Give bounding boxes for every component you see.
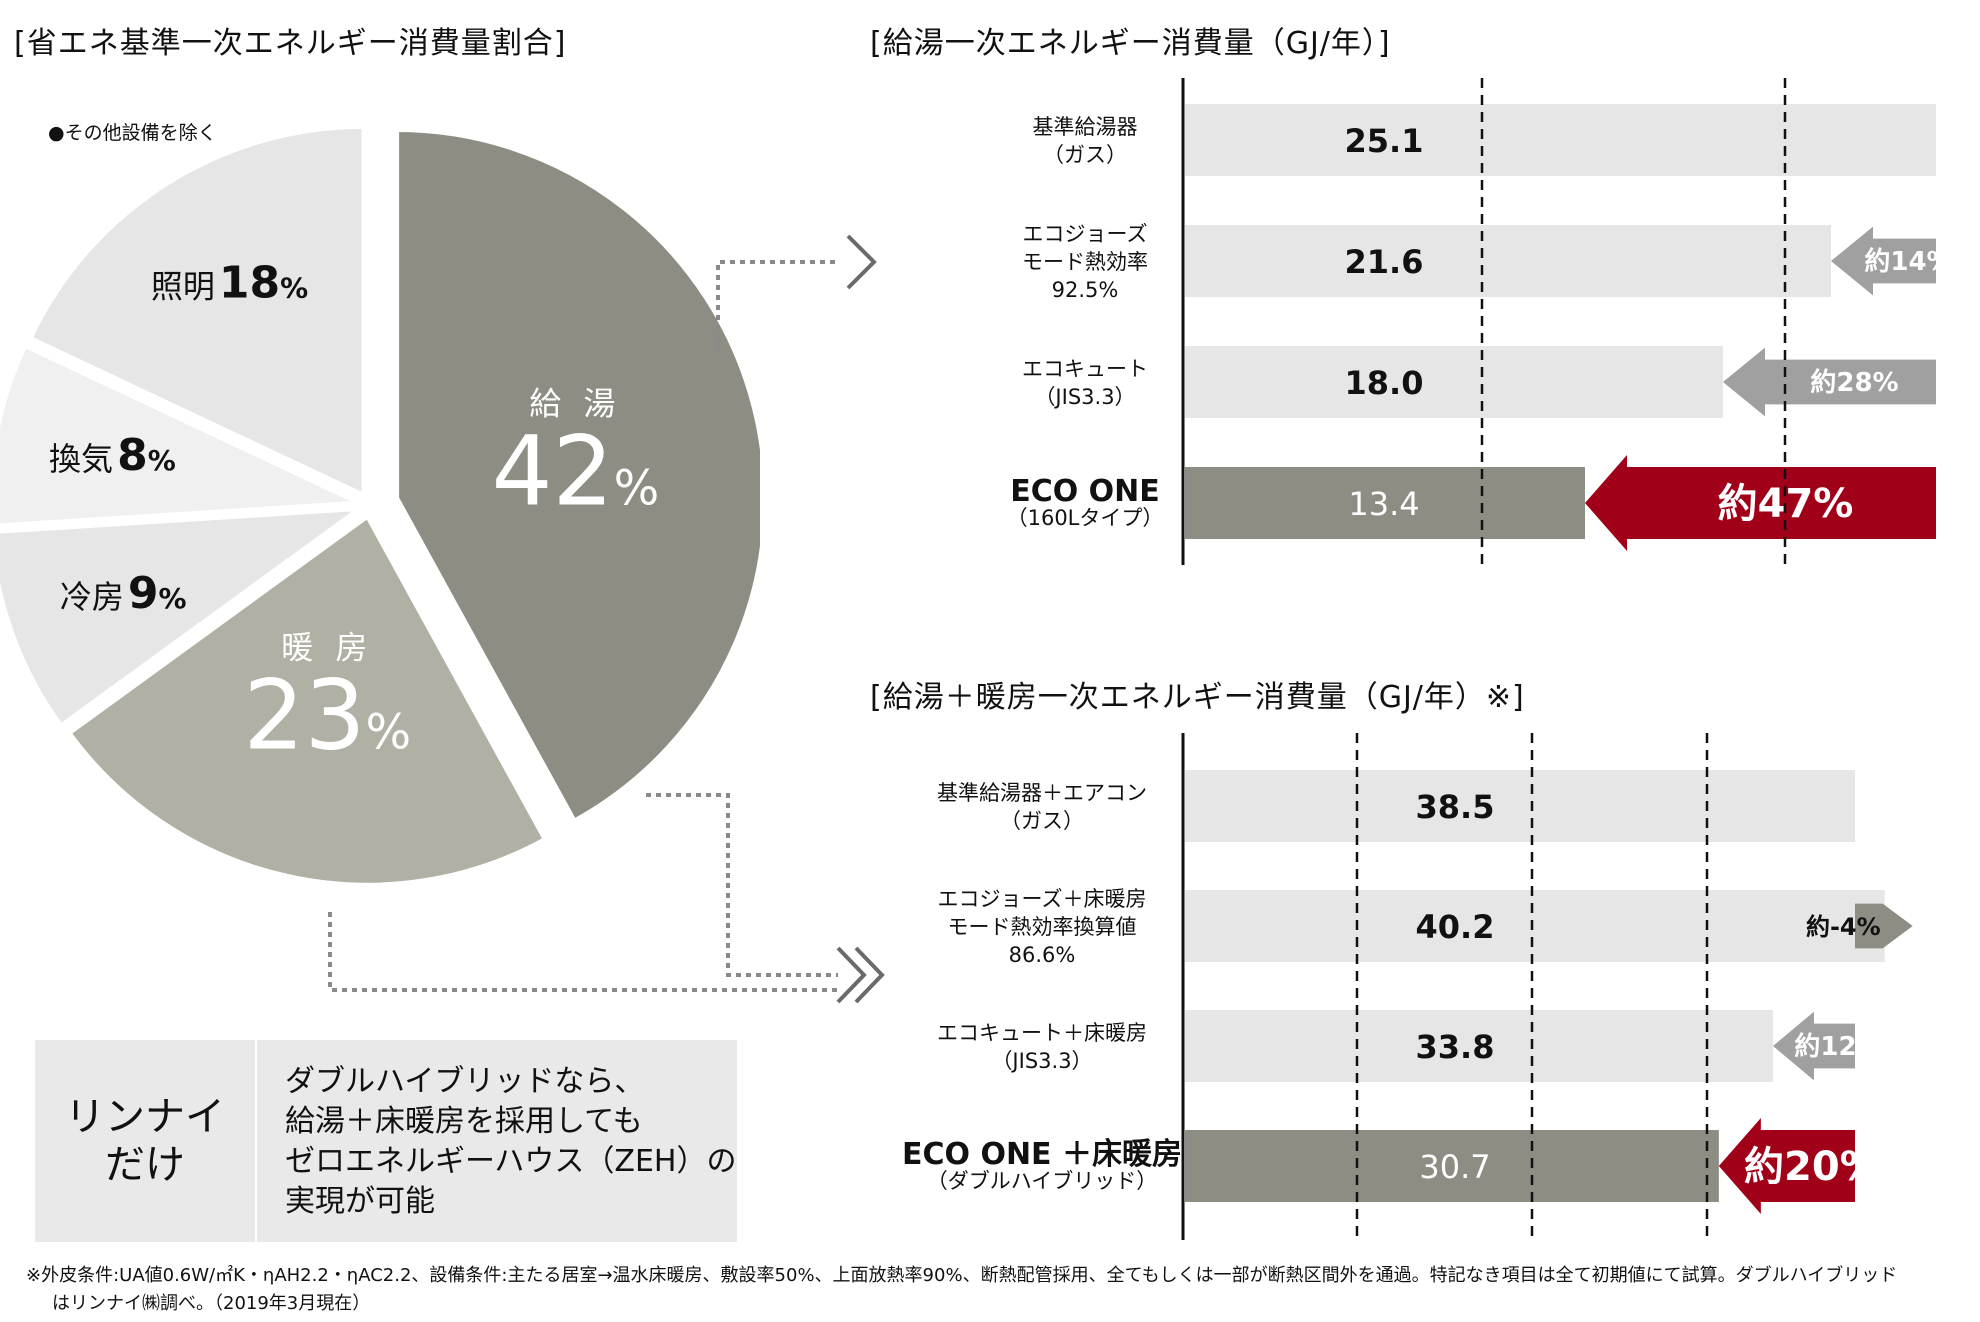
category-label: ECO ONE — [1010, 474, 1160, 509]
category-label: （JIS3.3） — [991, 1049, 1092, 1073]
connector-dotted-line-heating-a — [646, 793, 838, 977]
reduction-label: 約14% — [1864, 246, 1952, 277]
footnote-line: はリンナイ㈱調べ。（2019年3月現在） — [52, 1293, 371, 1314]
bar — [1185, 104, 1936, 176]
footnote: ※外皮条件:UA値0.6W/㎡K・ηAH2.2・ηAC2.2、設備条件:主たる居… — [26, 1262, 1966, 1318]
category-label: （JIS3.3） — [1034, 385, 1135, 409]
reduction-label: 約12% — [1794, 1031, 1882, 1062]
pie-slice-5 — [27, 124, 366, 499]
category-label: エコキュート — [1022, 357, 1148, 381]
heating-chart-title: [給湯＋暖房一次エネルギー消費量（GJ/年）※] — [870, 680, 1525, 715]
reduction-label: 約20% — [1744, 1144, 1880, 1190]
category-label: 基準給湯器＋エアコン — [937, 781, 1147, 805]
reduction-arrow — [1585, 455, 1936, 551]
pie-slice-3 — [0, 506, 366, 729]
hot-water-chart-title: [給湯一次エネルギー消費量（GJ/年）] — [870, 26, 1391, 61]
bar-value-label: 25.1 — [1345, 122, 1424, 160]
category-label: （ガス） — [1000, 809, 1084, 833]
bar-value-label: 18.0 — [1345, 364, 1424, 402]
bar — [1185, 346, 1723, 418]
callout-text-line: ダブルハイブリッドなら、 — [285, 1064, 645, 1099]
callout-text: ダブルハイブリッドなら、 給湯＋床暖房を採用しても ゼロエネルギーハウス（ZEH… — [285, 1062, 736, 1222]
bar-value-label: 38.5 — [1416, 788, 1495, 826]
category-label: （ダブルハイブリッド） — [927, 1169, 1158, 1193]
footnote-line: ※外皮条件:UA値0.6W/㎡K・ηAH2.2・ηAC2.2、設備条件:主たる居… — [26, 1265, 1898, 1286]
category-label: 基準給湯器 — [1033, 115, 1138, 139]
category-label: 92.5% — [1052, 278, 1119, 302]
callout-box: リンナイ だけ ダブルハイブリッドなら、 給湯＋床暖房を採用しても ゼロエネルギ… — [35, 1040, 737, 1242]
bar — [1185, 770, 1855, 842]
reduction-label: 約28% — [1810, 367, 1898, 398]
heating-bar-chart: 38.5 基準給湯器＋エアコン （ガス） 40.2 エコジョーズ＋床暖房モード熱効率換算… — [902, 733, 1913, 1240]
pie-slice-2 — [66, 513, 548, 887]
pie-slice-4 — [0, 343, 360, 528]
callout-text-line: 実現が可能 — [285, 1184, 435, 1219]
category-label: エコキュート＋床暖房 — [937, 1021, 1147, 1045]
pie-slice-value: 42% — [491, 415, 659, 527]
category-label: （160Lタイプ） — [1007, 506, 1164, 530]
bar-value-label: 21.6 — [1345, 243, 1424, 281]
reduction-arrow — [1718, 1118, 1855, 1214]
bar — [1185, 890, 1885, 962]
category-label: モード熱効率 — [1022, 250, 1148, 274]
bar — [1185, 467, 1585, 539]
category-label: 86.6% — [1009, 943, 1076, 967]
pie-slice-label: 換気8% — [49, 430, 176, 481]
category-label: エコジョーズ＋床暖房 — [938, 887, 1147, 911]
bar-value-label: 13.4 — [1348, 485, 1419, 523]
bar-value-label: 30.7 — [1419, 1148, 1490, 1186]
pie-slice-label: 照明18% — [151, 258, 308, 309]
category-label: エコジョーズ — [1023, 222, 1148, 246]
chevron-right-icon — [854, 946, 885, 1004]
pie-chart-title: [省エネ基準一次エネルギー消費量割合] — [14, 26, 567, 61]
bar — [1185, 1010, 1773, 1082]
pie-slice-label: 給 湯 — [529, 384, 621, 422]
pie-chart: 給 湯42% 暖 房23% 冷房9% 換気8% 照明18% — [0, 124, 760, 887]
increase-arrow — [1855, 903, 1913, 949]
reduction-arrow — [1723, 347, 1936, 417]
callout-text-line: 給湯＋床暖房を採用しても — [285, 1104, 643, 1139]
pie-slice-1 — [395, 128, 760, 824]
bar — [1185, 1130, 1719, 1202]
reduction-arrow — [1831, 226, 1936, 296]
callout-brand-line: だけ — [105, 1142, 185, 1188]
callout-brand-line: リンナイ — [65, 1094, 225, 1140]
pie-chart-note: ●その他設備を除く — [48, 122, 217, 144]
reduction-arrow — [1772, 1011, 1855, 1081]
pie-slice-value: 23% — [243, 659, 411, 771]
category-label: ECO ONE ＋床暖房 — [902, 1137, 1182, 1172]
callout-text-line: ゼロエネルギーハウス（ZEH）の — [285, 1144, 737, 1179]
bar-value-label: 33.8 — [1416, 1028, 1495, 1066]
callout-brand: リンナイ だけ — [35, 1040, 257, 1242]
category-label: （ガス） — [1043, 143, 1127, 167]
bar-value-label: 40.2 — [1416, 908, 1495, 946]
pie-slice-label: 暖 房 — [281, 628, 373, 666]
pie-slice-label: 冷房9% — [60, 568, 187, 619]
category-label: モード熱効率換算値 — [948, 915, 1137, 939]
chevron-right-icon — [846, 234, 877, 290]
reduction-label: 約-4% — [1806, 913, 1881, 941]
bar — [1185, 225, 1831, 297]
chevron-right-icon — [836, 946, 867, 1004]
